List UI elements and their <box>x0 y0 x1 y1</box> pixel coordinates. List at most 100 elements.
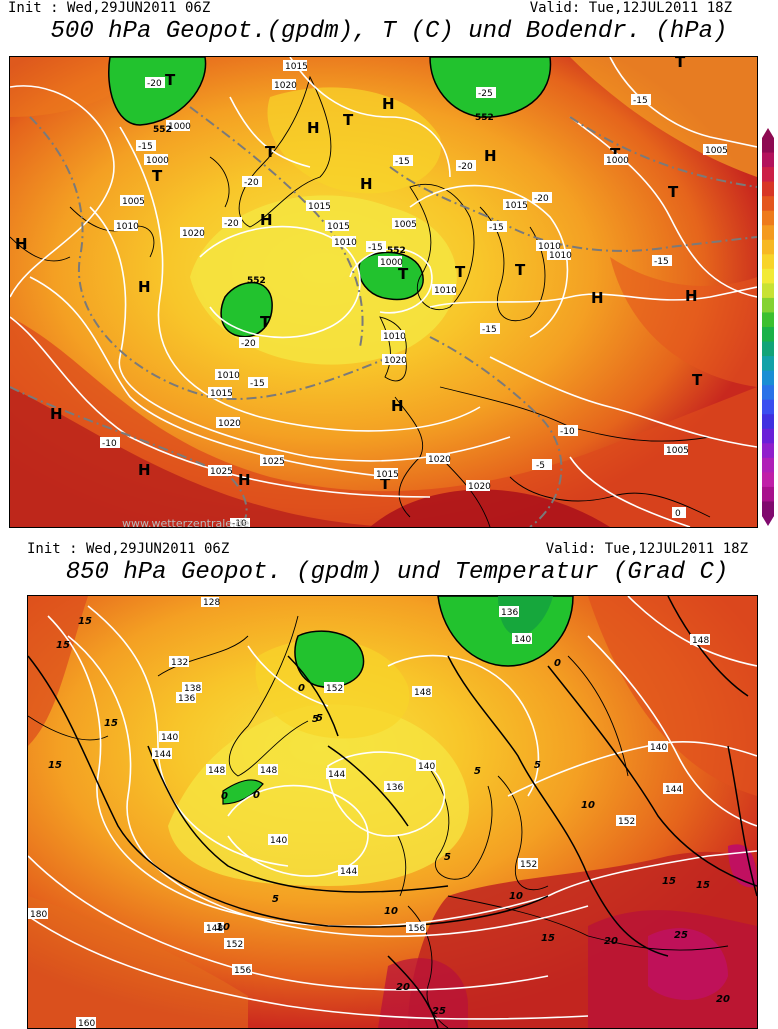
geopotential-label: 140 <box>161 733 178 743</box>
low-pressure-marker: T <box>675 57 686 71</box>
bottom-map: 128 132 136 138 140 144 148 152 148 140 … <box>27 595 758 1029</box>
high-pressure-marker: H <box>685 287 698 305</box>
geopotential-label: 136 <box>178 694 195 704</box>
isotherm-label: 5 <box>272 894 279 905</box>
isotherm-label: 10 <box>509 891 523 902</box>
geopotential-label: 144 <box>665 785 682 795</box>
low-pressure-marker: T <box>455 263 466 281</box>
scale-swatch <box>762 428 774 444</box>
top-header: Init : Wed,29JUN2011 06Z Valid: Tue,12JU… <box>0 0 778 20</box>
watermark: www.wetterzentrale.de <box>122 517 250 527</box>
high-pressure-marker: H <box>360 175 373 193</box>
isotherm-label: -15 <box>482 325 497 335</box>
isobar-label: 1015 <box>376 470 399 480</box>
high-pressure-marker: H <box>15 235 28 253</box>
top-valid-label: Valid: Tue,12JUL2011 18Z <box>529 0 732 16</box>
isotherm-label: -10 <box>102 439 117 449</box>
isotherm-label: -15 <box>250 379 265 389</box>
isotherm-label: -20 <box>147 79 162 89</box>
top-title: 500 hPa Geopot.(gpdm), T (C) und Bodendr… <box>50 18 728 45</box>
geopotential-label: 152 <box>520 860 537 870</box>
geopotential-label: 138 <box>184 684 201 694</box>
scale-arrow-top <box>762 128 774 138</box>
scale-swatch <box>762 225 774 241</box>
scale-swatch <box>762 268 774 284</box>
geopotential-label: 144 <box>154 750 171 760</box>
isotherm-label: 15 <box>56 640 70 651</box>
geopotential-label: 148 <box>692 636 709 646</box>
isotherm-label: 0 <box>221 791 228 802</box>
isobar-label: 1005 <box>666 446 689 456</box>
isobar-label: 1005 <box>122 197 145 207</box>
isotherm-label: -10 <box>560 427 575 437</box>
isotherm-label: -20 <box>224 219 239 229</box>
isotherm-label: 5 <box>474 766 481 777</box>
isobar-label: 1000 <box>146 156 169 166</box>
geopotential-label: 152 <box>618 817 635 827</box>
high-pressure-marker: H <box>391 397 404 415</box>
geopotential-label: 140 <box>650 743 667 753</box>
geopotential-label: 140 <box>418 762 435 772</box>
isotherm-label: -15 <box>654 257 669 267</box>
low-pressure-marker: T <box>165 71 176 89</box>
scale-swatch <box>762 472 774 488</box>
bottom-title: 850 hPa Geopot. (gpdm) und Temperatur (G… <box>65 559 729 586</box>
geopotential-label: 132 <box>171 658 188 668</box>
isobar-label: 1000 <box>606 156 629 166</box>
bottom-valid-label: Valid: Tue,12JUL2011 18Z <box>545 541 748 557</box>
low-pressure-marker: T <box>380 475 391 493</box>
scale-swatch <box>762 457 774 473</box>
scale-swatch <box>762 283 774 299</box>
low-pressure-marker: T <box>343 111 354 129</box>
isotherm-label: -20 <box>458 162 473 172</box>
geopotential-label: 152 <box>226 940 243 950</box>
geopotential-label: 144 <box>328 770 345 780</box>
isotherm-label: -15 <box>395 157 410 167</box>
isobar-label: 1020 <box>428 455 451 465</box>
high-pressure-marker: H <box>50 405 63 423</box>
isotherm-label: 5 <box>312 714 319 725</box>
isotherm-label: 0 <box>675 509 681 519</box>
isotherm-label: 0 <box>253 790 260 801</box>
isobar-label: 1020 <box>468 482 491 492</box>
geopotential-label: 552 <box>153 125 172 135</box>
isotherm-label: -20 <box>241 339 256 349</box>
isobar-label: 1010 <box>217 371 240 381</box>
scale-swatch <box>762 254 774 270</box>
isobar-label: 1020 <box>384 356 407 366</box>
isobar-label: 1015 <box>505 201 528 211</box>
scale-arrow-bottom <box>762 516 774 526</box>
scale-swatch <box>762 181 774 197</box>
high-pressure-marker: H <box>307 119 320 137</box>
isotherm-label: -15 <box>138 142 153 152</box>
isobar-label: 1015 <box>210 389 233 399</box>
bottom-header: Init : Wed,29JUN2011 06Z Valid: Tue,12JU… <box>0 541 778 561</box>
isotherm-label: -20 <box>244 178 259 188</box>
isobar-label: 1015 <box>285 62 308 72</box>
isotherm-label: -15 <box>368 243 383 253</box>
isobar-label: 1010 <box>549 251 572 261</box>
isotherm-label: 10 <box>216 922 230 933</box>
isotherm-label: 15 <box>104 718 118 729</box>
high-pressure-marker: H <box>260 211 273 229</box>
scale-swatch <box>762 399 774 415</box>
isobar-label: 1020 <box>182 229 205 239</box>
low-pressure-marker: T <box>515 261 526 279</box>
isotherm-label: 5 <box>316 713 323 724</box>
scale-swatch <box>762 312 774 328</box>
isotherm-label: -25 <box>478 89 493 99</box>
low-pressure-marker: T <box>398 265 409 283</box>
isobar-label: 1025 <box>210 467 233 477</box>
geopotential-label: 552 <box>387 246 406 256</box>
geopotential-label: 144 <box>340 867 357 877</box>
scale-swatch <box>762 196 774 212</box>
isotherm-label: 25 <box>674 930 688 941</box>
isotherm-label: 5 <box>534 760 541 771</box>
high-pressure-marker: H <box>238 471 251 489</box>
isotherm-label: -15 <box>489 223 504 233</box>
geopotential-label: 148 <box>260 766 277 776</box>
scale-swatch <box>762 385 774 401</box>
scale-swatch <box>762 443 774 459</box>
geopotential-label: 156 <box>408 924 425 934</box>
geopotential-label: 148 <box>414 688 431 698</box>
